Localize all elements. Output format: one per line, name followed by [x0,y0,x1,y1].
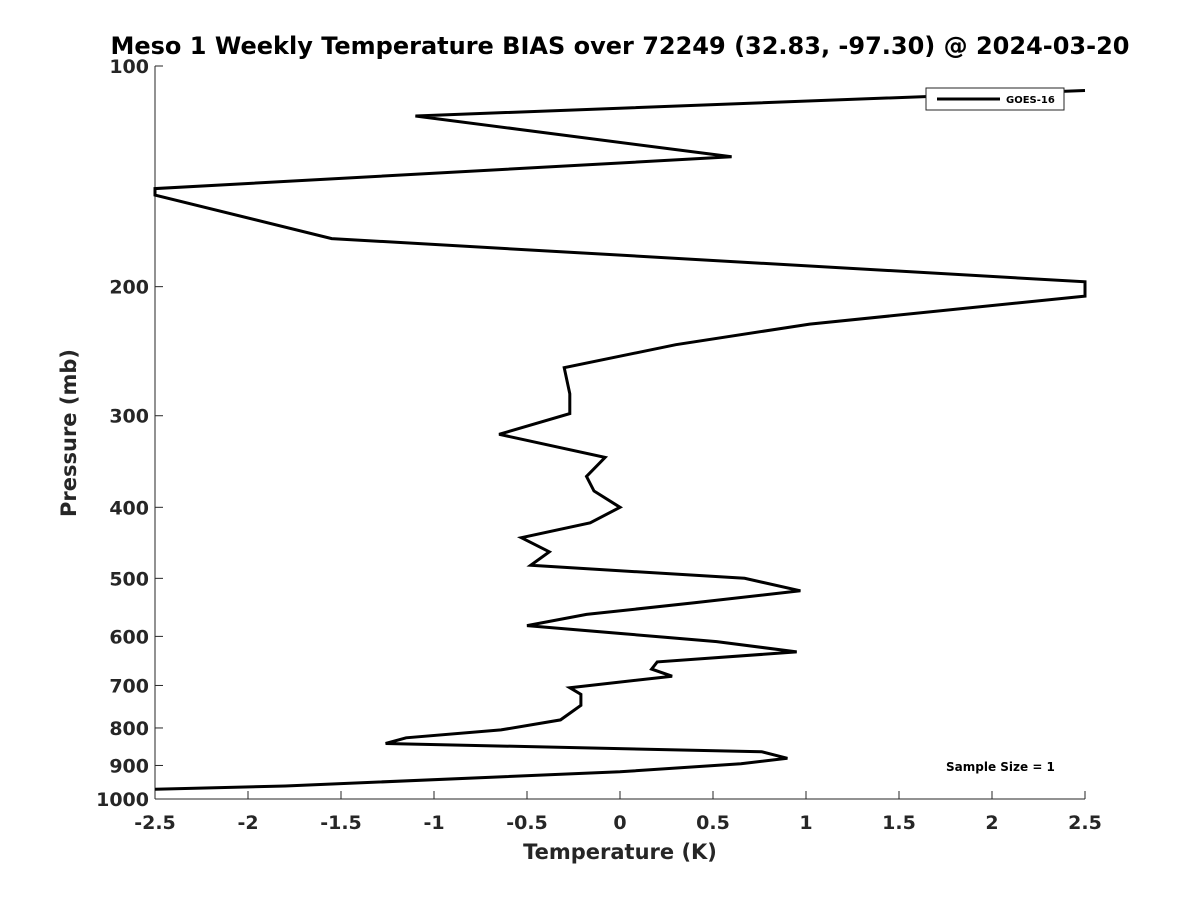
x-tick-label: -1.5 [320,812,362,834]
y-tick-label: 1000 [96,789,149,811]
y-tick-label: 300 [109,406,149,428]
y-tick-label: 900 [109,755,149,777]
y-tick-label: 700 [109,675,149,697]
series-layer [153,89,1087,791]
y-axis-label: Pressure (mb) [57,349,81,517]
y-tick-label: 600 [109,626,149,648]
x-axis-label: Temperature (K) [523,840,717,864]
x-tick-label: 2 [985,812,998,834]
x-tick-label: 0 [613,812,626,834]
x-tick-label: 2.5 [1068,812,1102,834]
y-ticks: 100 200 300 400 500 600 700 800 900 1000 [96,56,163,811]
x-tick-label: -2.5 [134,812,176,834]
x-tick-label: -2 [237,812,258,834]
legend-label-goes-16: GOES-16 [1006,95,1055,106]
y-tick-label: 500 [109,568,149,590]
x-tick-label: 0.5 [696,812,730,834]
x-tick-label: -1 [423,812,444,834]
legend: GOES-16 [925,87,1065,111]
y-tick-label: 800 [109,718,149,740]
x-tick-label: 1.5 [882,812,916,834]
y-tick-label: 200 [109,277,149,299]
sample-size-annotation: Sample Size = 1 [946,760,1055,774]
x-ticks: -2.5 -2 -1.5 -1 -0.5 0 0.5 1 1.5 2 2.5 [134,791,1102,834]
x-tick-label: 1 [799,812,812,834]
y-tick-label: 400 [109,497,149,519]
y-tick-label: 100 [109,56,149,78]
chart-title: Meso 1 Weekly Temperature BIAS over 7224… [110,32,1129,60]
x-tick-label: -0.5 [506,812,548,834]
series-line-goes-16 [153,89,1087,791]
